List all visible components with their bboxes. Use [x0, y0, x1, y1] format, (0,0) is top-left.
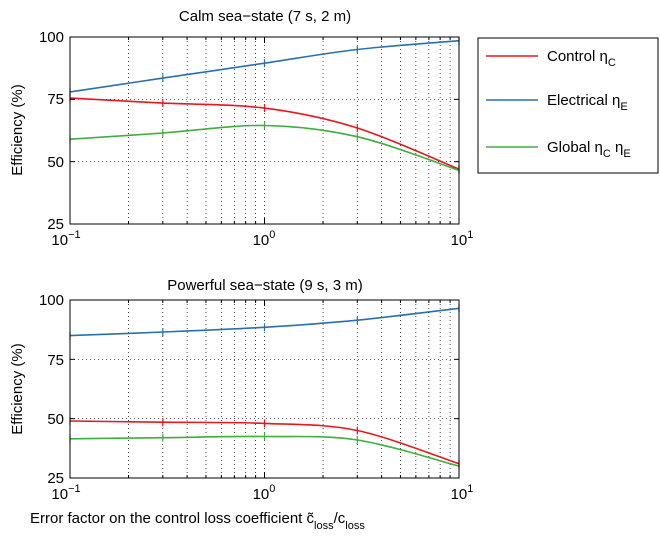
- x-tick-label: 101: [451, 229, 474, 249]
- x-tick-label: 101: [451, 483, 474, 503]
- x-axis-label: Error factor on the control loss coeffic…: [30, 510, 365, 532]
- x-tick-label: 10−1: [51, 483, 80, 503]
- legend-box: [477, 37, 659, 174]
- grid: [70, 37, 459, 224]
- subplot-powerful: Powerful sea−state (9 s, 3 m) Efficiency…: [9, 277, 473, 503]
- x-tick-labels: 10−1 100 101: [51, 229, 473, 249]
- y-tick-label: 25: [47, 216, 64, 233]
- subplot-title: Powerful sea−state (9 s, 3 m): [167, 277, 363, 294]
- grid: [70, 300, 459, 478]
- axis-ticks: [69, 36, 460, 225]
- subplot-title: Calm sea−state (7 s, 2 m): [179, 8, 351, 25]
- legend-label-electrical: Electrical ηE: [547, 92, 628, 113]
- y-tick-labels: 25 50 75 100: [39, 29, 64, 233]
- y-tick-label: 25: [47, 470, 64, 487]
- subplot-calm: Calm sea−state (7 s, 2 m) Efficiency (%)…: [9, 8, 473, 249]
- y-tick-label: 75: [47, 91, 64, 108]
- legend-label-global: Global ηC ηE: [547, 139, 631, 160]
- y-tick-label: 75: [47, 352, 64, 369]
- y-axis-label: Efficiency (%): [9, 343, 26, 434]
- axis-ticks: [69, 299, 460, 479]
- y-tick-label: 50: [47, 411, 64, 428]
- series-line: [69, 124, 460, 172]
- series-line: [69, 420, 460, 465]
- y-tick-label: 50: [47, 154, 64, 171]
- y-tick-label: 100: [39, 29, 64, 46]
- legend: Control ηC Electrical ηE Global ηC ηE: [477, 37, 659, 174]
- x-tick-labels: 10−1 100 101: [51, 483, 473, 503]
- y-tick-labels: 25 50 75 100: [39, 292, 64, 487]
- plot-lines: [69, 304, 460, 471]
- x-tick-label: 100: [253, 229, 276, 249]
- x-tick-label: 100: [253, 483, 276, 503]
- y-axis-label: Efficiency (%): [9, 84, 26, 175]
- x-tick-label: 10−1: [51, 229, 80, 249]
- legend-label-control: Control ηC: [547, 48, 616, 69]
- y-tick-label: 100: [39, 292, 64, 309]
